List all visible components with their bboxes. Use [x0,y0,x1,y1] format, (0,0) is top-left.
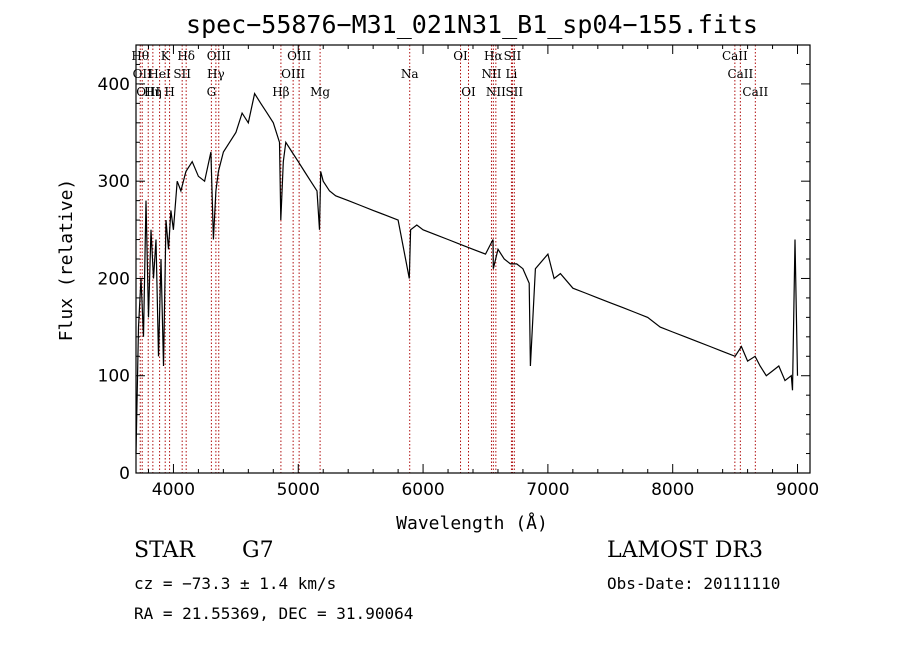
plot-frame [135,44,811,474]
y-tick-label-1: 100 [98,367,130,387]
x-tick-label-1: 5000 [277,480,320,500]
line-label-8: Hδ [177,49,195,63]
object-subclass: G7 [242,538,274,563]
line-label-18: OI [461,85,476,99]
x-tick-label-3: 7000 [526,480,569,500]
line-label-4: HeI [148,67,171,81]
y-tick-label-4: 400 [98,75,130,95]
line-label-21: NII [486,85,506,99]
line-label-25: CaII [722,49,748,63]
y-tick-label-2: 200 [98,269,130,289]
line-label-9: G [207,85,217,99]
y-axis: 0 100 200 300 400 [98,63,810,484]
line-label-1: OII [133,67,153,81]
x-tick-label-0: 4000 [152,480,195,500]
line-label-2: OIII [136,85,160,99]
line-label-27: CaII [742,85,768,99]
line-label-10: Hγ [207,67,225,81]
obs-date: Obs-Date: 20111110 [607,574,781,593]
x-axis: 4000 5000 6000 7000 8000 9000 [147,45,819,500]
line-label-26: CaII [727,67,753,81]
line-label-5: K [161,49,171,63]
chart-title: spec−55876−M31_021N31_B1_sp04−155.fits [186,10,758,39]
line-markers [139,45,756,473]
line-label-17: OI [453,49,468,63]
line-label-6: H [164,85,174,99]
line-label-12: Hβ [272,85,289,99]
line-label-15: Mg [310,85,330,99]
line-label-3: Hη [144,85,162,99]
redshift-cz: cz = −73.3 ± 1.4 km/s [134,574,337,593]
line-label-24: SII [505,85,523,99]
object-class: STAR [134,538,195,563]
line-label-0: Hθ [131,49,149,63]
line-label-11: OIII [207,49,231,63]
x-tick-label-2: 6000 [401,480,444,500]
spectrum-line [135,92,799,454]
line-label-23: SII [504,49,522,63]
line-label-19: NII [481,67,501,81]
line-label-13: OIII [281,67,305,81]
line-label-7: SII [173,67,191,81]
y-tick-label-0: 0 [119,464,130,484]
y-tick-label-3: 300 [98,172,130,192]
line-labels: HθOIIOIIIHηHeIKHSIIHδGHγOIIIHβOIIIOIIIMg… [131,49,768,99]
ra-dec: RA = 21.55369, DEC = 31.90064 [134,604,414,623]
x-axis-label: Wavelength (Å) [396,512,548,534]
survey-name: LAMOST DR3 [607,538,763,563]
line-label-14: OIII [287,49,311,63]
line-label-20: Hα [484,49,503,63]
x-tick-label-5: 9000 [776,480,819,500]
x-tick-label-4: 8000 [651,480,694,500]
y-axis-label: Flux (relative) [56,179,77,342]
line-label-22: Li [506,67,518,81]
line-label-16: Na [401,67,419,81]
